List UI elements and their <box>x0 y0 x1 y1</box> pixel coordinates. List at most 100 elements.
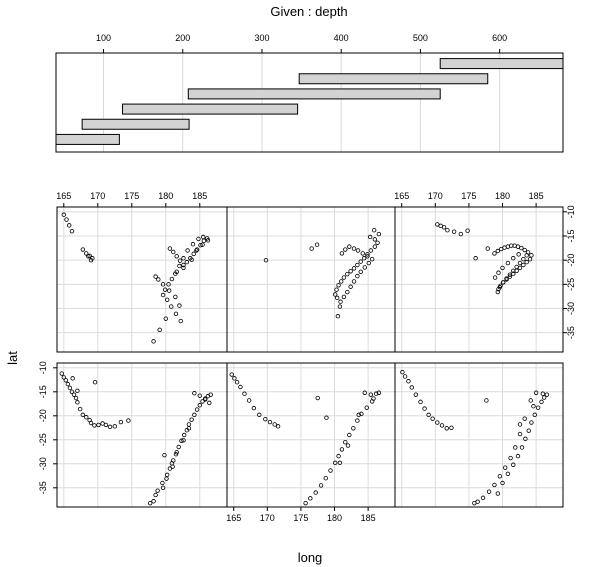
data-point <box>524 253 529 258</box>
data-point <box>529 420 534 425</box>
given-interval-bar <box>55 133 120 145</box>
data-point <box>355 262 360 268</box>
data-point <box>118 419 124 425</box>
data-point <box>69 389 75 394</box>
data-point <box>500 280 506 285</box>
data-point <box>486 489 492 494</box>
data-point <box>267 419 273 425</box>
data-point <box>465 228 470 233</box>
data-point <box>71 392 77 397</box>
given-axis: 100 200 300 400 500 600 <box>96 33 507 152</box>
data-point <box>61 375 66 380</box>
panel-frame <box>56 206 228 353</box>
data-point <box>160 282 166 287</box>
data-point <box>347 244 352 249</box>
data-point <box>485 246 490 251</box>
y-tick-label: -25 <box>38 433 48 446</box>
data-point <box>162 452 167 458</box>
data-point <box>371 227 377 233</box>
data-point <box>519 245 524 251</box>
panel-bottom-2 <box>226 362 396 508</box>
data-point <box>189 417 194 422</box>
given-interval-bar <box>81 118 190 130</box>
data-point <box>492 482 497 488</box>
data-point <box>360 251 365 256</box>
data-point <box>332 292 338 297</box>
y-tick-label: -25 <box>566 278 576 291</box>
points-depth-5 <box>263 227 382 319</box>
x-tick-label: 180 <box>327 513 342 523</box>
given-tick-label: 600 <box>492 33 507 43</box>
data-point <box>160 292 166 298</box>
data-point <box>156 277 161 282</box>
data-point <box>178 318 183 324</box>
data-point <box>430 416 435 421</box>
data-point <box>495 491 501 496</box>
x-tick-label: 175 <box>124 191 139 201</box>
data-point <box>362 265 367 270</box>
data-point <box>190 242 196 247</box>
given-tick-label: 200 <box>175 33 190 43</box>
y-tick-label: -30 <box>566 302 576 315</box>
panel-top-2 <box>226 206 396 353</box>
x-tick-label: 170 <box>90 191 105 201</box>
given-tick-label: 300 <box>254 33 269 43</box>
data-point <box>203 397 208 402</box>
data-point <box>73 395 79 401</box>
data-point <box>511 256 516 261</box>
data-point <box>345 271 350 277</box>
data-point <box>200 234 206 240</box>
data-point <box>505 260 511 266</box>
data-point <box>372 237 378 242</box>
x-tick-label: 170 <box>260 513 275 523</box>
data-point <box>308 496 313 501</box>
data-point <box>171 249 176 255</box>
data-point <box>508 455 513 461</box>
data-point <box>337 304 343 309</box>
data-point <box>517 431 523 437</box>
data-point <box>400 369 405 375</box>
data-point <box>369 257 375 262</box>
data-point <box>166 288 172 293</box>
data-point <box>335 295 340 301</box>
data-point <box>205 236 210 241</box>
data-point <box>163 316 168 321</box>
data-point <box>334 287 339 292</box>
data-point <box>67 385 73 391</box>
x-tick-label: 165 <box>56 191 71 201</box>
data-point <box>61 212 66 217</box>
data-point <box>242 391 247 396</box>
data-point <box>422 406 427 411</box>
data-point <box>426 412 431 418</box>
data-point <box>366 260 371 266</box>
data-point <box>75 388 80 394</box>
data-point <box>251 405 257 411</box>
data-point <box>505 471 511 477</box>
data-point <box>328 468 333 473</box>
scatter-axes: 165 170 175 180 185 165 170 175 180 185 165 170 175 1… <box>38 191 576 523</box>
data-point <box>177 303 182 308</box>
data-point <box>348 284 353 289</box>
data-point <box>339 251 345 256</box>
data-point <box>185 248 190 253</box>
x-tick-label: 185 <box>361 513 376 523</box>
data-point <box>500 480 505 486</box>
data-point <box>348 269 353 274</box>
data-point <box>153 274 158 279</box>
given-interval-bar <box>298 73 489 85</box>
data-point <box>197 393 202 398</box>
given-interval-bar <box>187 88 441 100</box>
data-point <box>170 464 175 469</box>
data-point <box>160 485 166 490</box>
data-point <box>263 257 269 263</box>
data-point <box>511 462 516 467</box>
data-point <box>160 480 165 486</box>
data-point <box>409 385 414 390</box>
data-point <box>338 299 343 304</box>
data-point <box>515 453 521 459</box>
data-point <box>495 248 501 254</box>
data-point <box>177 258 183 263</box>
data-point <box>208 392 213 397</box>
data-point <box>103 422 109 428</box>
